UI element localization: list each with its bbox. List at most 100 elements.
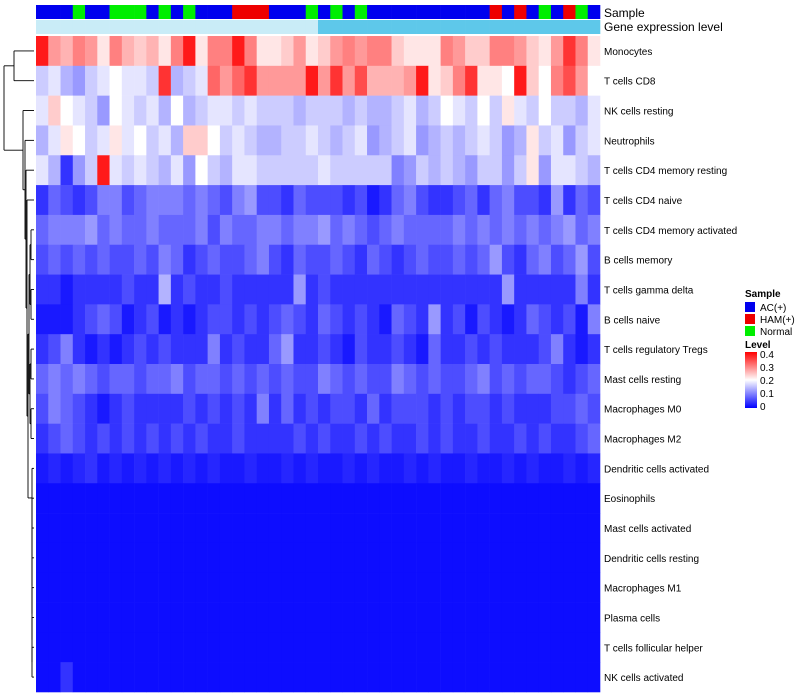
heatmap-cell <box>170 572 184 603</box>
heatmap-cell <box>403 244 417 275</box>
heatmap-cell <box>268 393 282 424</box>
heatmap-cell <box>281 364 294 395</box>
heatmap-cell <box>416 572 429 603</box>
heatmap-cell <box>134 542 147 574</box>
heatmap-cell <box>109 602 123 633</box>
heatmap-cell <box>305 334 319 365</box>
heatmap-cell <box>452 214 466 246</box>
heatmap-cell <box>183 364 196 395</box>
heatmap-cell <box>526 334 539 365</box>
heatmap-cell <box>207 155 221 186</box>
heatmap-cell <box>354 453 368 484</box>
heatmap-cell <box>97 602 110 633</box>
heatmap-cell <box>575 185 589 216</box>
heatmap-cell <box>416 483 429 514</box>
heatmap-cell <box>330 453 343 484</box>
heatmap-cell <box>232 542 245 574</box>
heatmap-cell <box>379 602 392 633</box>
heatmap-cell <box>477 36 490 67</box>
heatmap-cell <box>207 36 221 67</box>
sample-annotation-cell <box>207 5 221 19</box>
sample-annotation-label: Sample <box>604 6 645 20</box>
heatmap-cell <box>489 513 503 544</box>
heatmap-cell <box>465 155 478 186</box>
heatmap-cell <box>97 274 110 305</box>
heatmap-cell <box>256 364 270 395</box>
heatmap-cell <box>428 214 441 246</box>
heatmap-cell <box>121 602 135 633</box>
heatmap-cell <box>305 662 319 693</box>
heatmap-cell <box>440 155 454 186</box>
heatmap-cell <box>244 274 257 305</box>
expression-annotation-cell <box>514 20 527 34</box>
heatmap-cell <box>391 602 405 633</box>
expression-annotation-cell <box>60 20 74 34</box>
sample-legend-swatch <box>745 314 755 324</box>
heatmap-cell <box>403 513 417 544</box>
heatmap-cell <box>183 662 196 693</box>
heatmap-cell <box>48 334 61 365</box>
heatmap-cell <box>318 542 331 574</box>
heatmap-cell <box>36 185 49 216</box>
heatmap-cell <box>232 185 245 216</box>
heatmap-cell <box>526 602 539 633</box>
heatmap-cell <box>281 334 294 365</box>
heatmap-cell <box>146 542 159 574</box>
heatmap-cell <box>526 36 539 67</box>
heatmap-cell <box>489 125 503 156</box>
heatmap-cell <box>48 125 61 156</box>
heatmap-cell <box>416 513 429 544</box>
heatmap-cell <box>109 393 123 424</box>
heatmap-cell <box>85 95 98 126</box>
heatmap-cell <box>354 364 368 395</box>
heatmap-cell <box>85 632 98 663</box>
heatmap-cell <box>379 334 392 365</box>
heatmap-cell <box>97 95 110 126</box>
heatmap-cell <box>489 542 503 574</box>
heatmap-cell <box>219 513 233 544</box>
sample-annotation-cell <box>440 5 454 19</box>
heatmap-cell <box>465 602 478 633</box>
heatmap-cell <box>85 244 98 275</box>
heatmap-cell <box>318 602 331 633</box>
heatmap-cell <box>587 274 601 305</box>
heatmap-cell <box>452 95 466 126</box>
heatmap-cell <box>146 423 159 454</box>
heatmap-cell <box>36 423 49 454</box>
sample-annotation-cell <box>477 5 490 19</box>
heatmap-cell <box>36 483 49 514</box>
heatmap-cell <box>330 155 343 186</box>
heatmap-cell <box>477 214 490 246</box>
heatmap-cell <box>526 95 539 126</box>
heatmap-cell <box>403 453 417 484</box>
heatmap-cell <box>587 423 601 454</box>
heatmap-cell <box>36 602 49 633</box>
heatmap-cell <box>97 364 110 395</box>
heatmap-cell <box>587 572 601 603</box>
heatmap-cell <box>121 244 135 275</box>
heatmap-cell <box>318 155 331 186</box>
heatmap-cell <box>538 393 552 424</box>
heatmap-cell <box>587 632 601 663</box>
heatmap-cell <box>256 423 270 454</box>
heatmap-cell <box>342 125 356 156</box>
heatmap-cell <box>134 364 147 395</box>
heatmap-cell <box>318 65 331 96</box>
heatmap-cell <box>367 155 380 186</box>
heatmap-cell <box>330 572 343 603</box>
heatmap-cell <box>575 125 589 156</box>
heatmap-cell <box>109 632 123 663</box>
expression-annotation-cell <box>170 20 184 34</box>
heatmap-cell <box>293 632 307 663</box>
heatmap-cell <box>183 274 196 305</box>
heatmap-cell <box>465 274 478 305</box>
heatmap-cells <box>36 36 601 693</box>
heatmap-cell <box>440 364 454 395</box>
heatmap-cell <box>550 244 564 275</box>
heatmap-cell <box>440 185 454 216</box>
heatmap-cell <box>72 483 86 514</box>
heatmap-cell <box>207 572 221 603</box>
heatmap-cell <box>36 95 49 126</box>
heatmap-cell <box>97 572 110 603</box>
heatmap-cell <box>109 453 123 484</box>
